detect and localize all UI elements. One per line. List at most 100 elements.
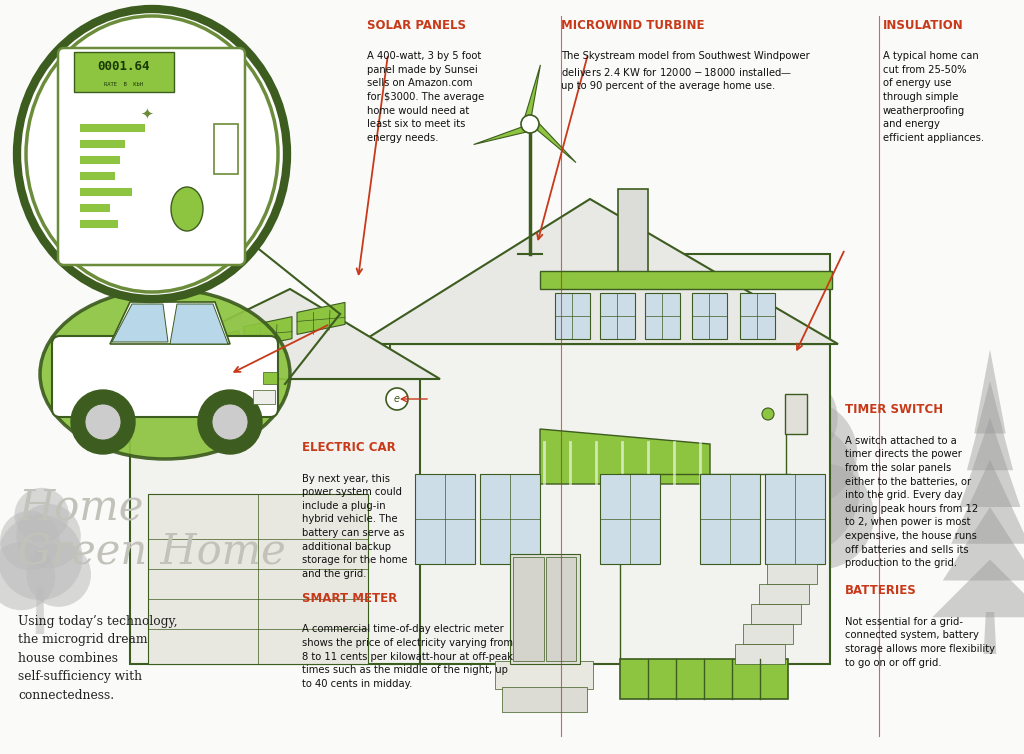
Bar <box>759 584 809 604</box>
Text: A 400-watt, 3 by 5 foot
panel made by Sunsei
sells on Amazon.com
for $3000. The : A 400-watt, 3 by 5 foot panel made by Su… <box>367 51 484 143</box>
Circle shape <box>386 388 408 410</box>
Circle shape <box>768 463 874 569</box>
Bar <box>620 659 788 699</box>
Circle shape <box>212 404 248 440</box>
Bar <box>513 557 544 661</box>
Bar <box>692 293 727 339</box>
Bar <box>80 172 115 180</box>
Polygon shape <box>191 331 239 363</box>
Ellipse shape <box>171 187 203 231</box>
Bar <box>74 52 174 92</box>
Text: Not essential for a grid-
connected system, battery
storage allows more flexibil: Not essential for a grid- connected syst… <box>845 617 994 667</box>
Circle shape <box>16 504 81 569</box>
Circle shape <box>0 515 83 600</box>
Text: SOLAR PANELS: SOLAR PANELS <box>367 19 466 32</box>
Bar <box>415 474 475 564</box>
Circle shape <box>85 404 121 440</box>
Bar <box>80 220 118 228</box>
Ellipse shape <box>40 289 290 459</box>
Polygon shape <box>138 345 186 377</box>
Bar <box>751 604 801 624</box>
Circle shape <box>748 373 838 463</box>
Bar <box>510 554 580 664</box>
Bar <box>80 124 145 132</box>
Polygon shape <box>530 119 575 163</box>
Text: A typical home can
cut from 25-50%
of energy use
through simple
weatherproofing
: A typical home can cut from 25-50% of en… <box>883 51 984 143</box>
Circle shape <box>762 408 774 420</box>
Text: ✦: ✦ <box>140 106 154 121</box>
Polygon shape <box>967 381 1013 470</box>
Polygon shape <box>540 254 830 344</box>
Circle shape <box>720 418 860 558</box>
Bar <box>767 564 817 584</box>
Text: A commercial time-of-day electric meter
shows the price of electricity varying f: A commercial time-of-day electric meter … <box>302 624 513 688</box>
Bar <box>546 557 575 661</box>
Polygon shape <box>130 379 420 664</box>
Text: TIMER SWITCH: TIMER SWITCH <box>845 403 943 416</box>
Text: The Skystream model from Southwest Windpower
delivers 2.4 KW for $12000-$18000 i: The Skystream model from Southwest Windp… <box>561 51 810 91</box>
Bar <box>735 644 785 664</box>
Bar <box>600 474 660 564</box>
Bar <box>80 140 125 148</box>
Polygon shape <box>984 612 996 654</box>
Text: INSULATION: INSULATION <box>883 19 964 32</box>
Text: MICROWIND TURBINE: MICROWIND TURBINE <box>561 19 705 32</box>
Text: e: e <box>394 394 400 404</box>
Bar <box>555 293 590 339</box>
Polygon shape <box>474 124 531 145</box>
Polygon shape <box>244 317 292 348</box>
Circle shape <box>751 400 857 506</box>
Polygon shape <box>951 460 1024 544</box>
Circle shape <box>27 542 91 607</box>
Polygon shape <box>105 289 440 379</box>
Circle shape <box>0 510 59 570</box>
Polygon shape <box>390 344 830 664</box>
Text: By next year, this
power system could
include a plug-in
hybrid vehicle. The
batt: By next year, this power system could in… <box>302 474 408 579</box>
Polygon shape <box>36 587 44 634</box>
Bar <box>700 474 760 564</box>
Polygon shape <box>959 418 1021 507</box>
Text: BATTERIES: BATTERIES <box>845 584 916 597</box>
Polygon shape <box>943 507 1024 581</box>
Bar <box>645 293 680 339</box>
FancyBboxPatch shape <box>52 336 278 417</box>
Circle shape <box>0 542 55 610</box>
Text: 0001.64: 0001.64 <box>97 60 151 73</box>
Text: ELECTRIC CAR: ELECTRIC CAR <box>302 441 396 454</box>
Bar <box>540 271 831 289</box>
Polygon shape <box>540 429 710 484</box>
Circle shape <box>521 115 539 133</box>
Ellipse shape <box>17 9 287 299</box>
Bar <box>80 156 120 164</box>
Bar <box>263 372 278 384</box>
Bar <box>80 188 132 196</box>
Polygon shape <box>932 559 1024 618</box>
Text: RATE  B  KbH: RATE B KbH <box>104 81 143 87</box>
Text: A switch attached to a
timer directs the power
from the solar panels
either to t: A switch attached to a timer directs the… <box>845 436 978 569</box>
Bar <box>502 687 587 712</box>
Bar <box>480 474 540 564</box>
Bar <box>214 124 238 174</box>
Bar <box>148 494 368 664</box>
Polygon shape <box>783 537 797 614</box>
Bar <box>600 293 635 339</box>
Circle shape <box>198 390 262 454</box>
Polygon shape <box>523 65 541 124</box>
Polygon shape <box>297 302 345 335</box>
Polygon shape <box>110 302 230 344</box>
Text: Using today’s technology,
the microgrid dream
house combines
self-sufficiency wi: Using today’s technology, the microgrid … <box>18 615 178 701</box>
Circle shape <box>724 411 822 509</box>
Bar <box>80 204 110 212</box>
Text: SMART METER: SMART METER <box>302 592 397 605</box>
Bar <box>495 661 593 689</box>
FancyBboxPatch shape <box>58 48 245 265</box>
Bar <box>785 394 807 434</box>
Bar <box>253 390 275 404</box>
Circle shape <box>703 463 815 575</box>
Bar <box>765 474 825 564</box>
Bar <box>740 293 775 339</box>
Circle shape <box>71 390 135 454</box>
Polygon shape <box>112 304 168 342</box>
Text: Home
Green Home: Home Green Home <box>18 486 286 574</box>
Polygon shape <box>974 350 1006 434</box>
